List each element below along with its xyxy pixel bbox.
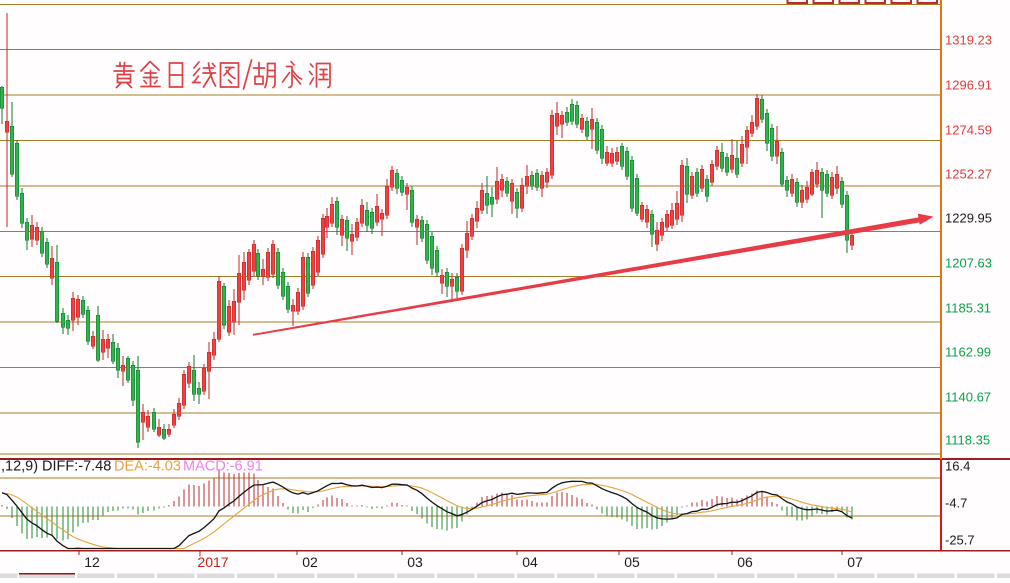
svg-text:-4.7: -4.7 [945, 496, 967, 511]
svg-text:1274.59: 1274.59 [945, 123, 992, 138]
svg-text:,12,9): ,12,9) [1, 459, 38, 475]
svg-text:DIFF:-7.48: DIFF:-7.48 [42, 459, 111, 475]
svg-text:03: 03 [407, 554, 423, 570]
svg-text:MACD:-6.91: MACD:-6.91 [183, 459, 263, 475]
svg-text:1118.35: 1118.35 [945, 433, 990, 448]
svg-text:-25.7: -25.7 [945, 533, 975, 548]
svg-text:1296.91: 1296.91 [945, 78, 992, 93]
svg-text:2017: 2017 [197, 554, 228, 570]
svg-text:06: 06 [737, 554, 753, 570]
svg-text:1162.99: 1162.99 [945, 345, 991, 360]
svg-text:1207.63: 1207.63 [945, 256, 992, 271]
svg-text:1229.95: 1229.95 [945, 211, 992, 226]
svg-text:1252.27: 1252.27 [945, 167, 992, 182]
svg-text:05: 05 [624, 554, 640, 570]
svg-text:07: 07 [847, 554, 863, 570]
svg-text:1185.31: 1185.31 [945, 301, 991, 316]
svg-text:12: 12 [84, 554, 100, 570]
svg-text:16.4: 16.4 [945, 459, 970, 474]
svg-text:DEA:-4.03: DEA:-4.03 [114, 459, 181, 475]
svg-text:04: 04 [522, 554, 538, 570]
svg-text:1319.23: 1319.23 [945, 33, 992, 48]
svg-text:02: 02 [302, 554, 318, 570]
svg-text:1140.67: 1140.67 [945, 390, 991, 405]
